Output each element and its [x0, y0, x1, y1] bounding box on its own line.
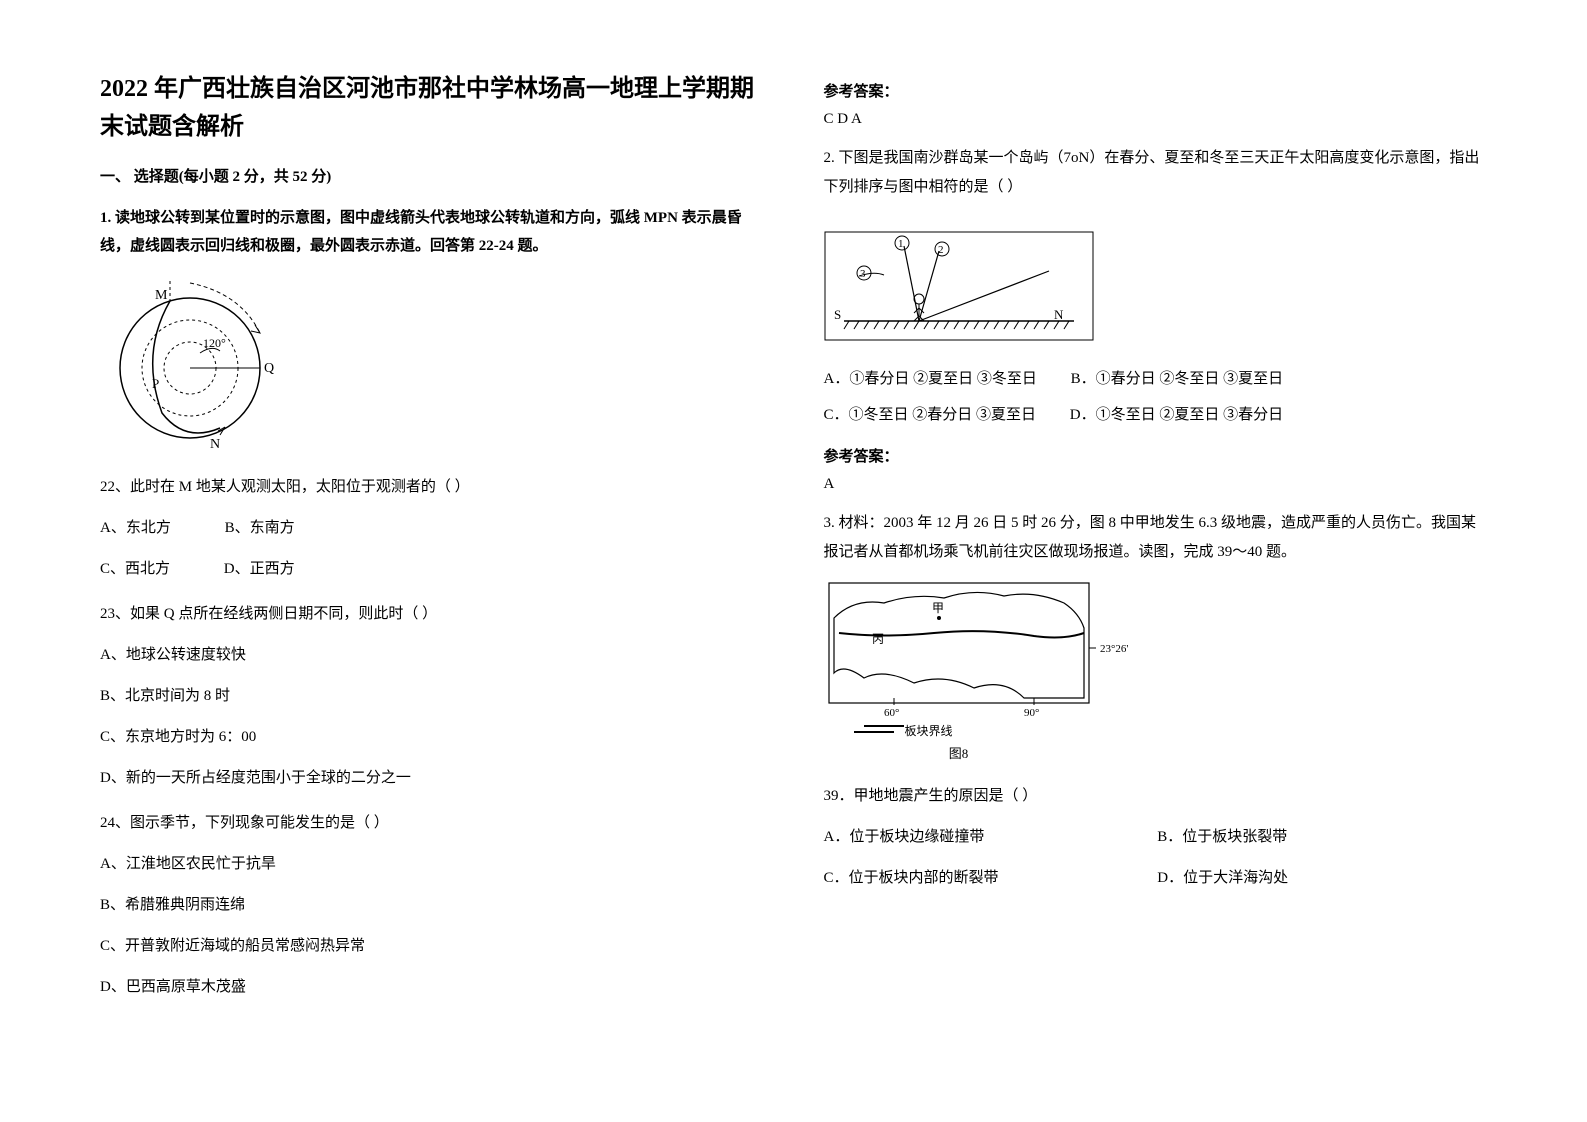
q1-22-opt-d: D、正西方 — [224, 553, 295, 586]
section-1-header: 一、 选择题(每小题 2 分，共 52 分) — [100, 165, 764, 186]
q1-answer: C D A — [824, 111, 1488, 128]
svg-text:2: 2 — [938, 244, 944, 256]
q3-figure: 甲 丙 60° 90° 23°26' 板块界线 板块界线 图8 — [824, 578, 1488, 762]
svg-text:60°: 60° — [884, 707, 899, 719]
q2-answer: A — [824, 476, 1488, 493]
label-N: N — [210, 437, 220, 452]
left-column: 2022 年广西壮族自治区河池市那社中学林场高一地理上学期期末试题含解析 一、 … — [100, 70, 764, 1052]
label-jia: 甲 — [932, 601, 944, 615]
label-bing: 丙 — [872, 632, 884, 646]
q2-stem: 2. 下图是我国南沙群岛某一个岛屿（7oN）在春分、夏至和冬至三天正午太阳高度变… — [824, 144, 1488, 201]
q1-sub24: 24、图示季节，下列现象可能发生的是（ ） — [100, 807, 764, 840]
q1-23-opt-d: D、新的一天所占经度范围小于全球的二分之一 — [100, 762, 764, 795]
q3-39-row2: C．位于板块内部的断裂带 D．位于大洋海沟处 — [824, 862, 1488, 895]
q3-39-row1: A．位于板块边缘碰撞带 B．位于板块张裂带 — [824, 821, 1488, 854]
svg-text:N: N — [1054, 307, 1064, 322]
figure8-caption: 图8 — [824, 743, 1094, 762]
answer-label-2: 参考答案： — [824, 445, 1488, 466]
q1-sub22-opts-row2: C、西北方 D、正西方 — [100, 553, 764, 586]
q2-opt-c: C．①冬至日 ②春分日 ③夏至日 — [824, 397, 1037, 433]
q2-opts-row2: C．①冬至日 ②春分日 ③夏至日 D．①冬至日 ②夏至日 ③春分日 — [824, 397, 1488, 433]
label-Q: Q — [264, 361, 274, 376]
ground-hatch — [844, 321, 1069, 329]
svg-text:23°26': 23°26' — [1100, 643, 1128, 655]
q3-39-opt-c: C．位于板块内部的断裂带 — [824, 862, 1104, 895]
q1-stem: 1. 读地球公转到某位置时的示意图，图中虚线箭头代表地球公转轨道和方向，弧线 M… — [100, 204, 764, 261]
right-column: 参考答案： C D A 2. 下图是我国南沙群岛某一个岛屿（7oN）在春分、夏至… — [824, 70, 1488, 1052]
q2-opt-d: D．①冬至日 ②夏至日 ③春分日 — [1070, 397, 1283, 433]
q1-22-opt-c: C、西北方 — [100, 553, 170, 586]
map-svg: 甲 丙 60° 90° 23°26' 板块界线 — [824, 578, 1144, 728]
q1-24-opt-b: B、希腊雅典阴雨连绵 — [100, 889, 764, 922]
q1-figure: M 120° Q P N — [100, 273, 764, 453]
q1-24-opt-c: C、开普敦附近海域的船员常感闷热异常 — [100, 930, 764, 963]
q3-stem: 3. 材料：2003 年 12 月 26 日 5 时 26 分，图 8 中甲地发… — [824, 509, 1488, 566]
sun-angle-svg: 1 2 3 S N — [824, 231, 1094, 341]
svg-text:90°: 90° — [1024, 707, 1039, 719]
svg-text:S: S — [834, 307, 841, 322]
label-angle: 120° — [203, 336, 226, 350]
q2-opts-row1: A．①春分日 ②夏至日 ③冬至日 B．①春分日 ②冬至日 ③夏至日 — [824, 361, 1488, 397]
q3-39-opt-b: B．位于板块张裂带 — [1157, 821, 1287, 854]
q1-22-opt-b: B、东南方 — [225, 512, 295, 545]
q3-39-opt-a: A．位于板块边缘碰撞带 — [824, 821, 1104, 854]
q1-sub22: 22、此时在 M 地某人观测太阳，太阳位于观测者的（ ） — [100, 471, 764, 504]
q3-sub39: 39．甲地地震产生的原因是（ ） — [824, 780, 1488, 813]
q2-figure: 1 2 3 S N — [824, 231, 1488, 341]
earth-diagram-svg: M 120° Q P N — [100, 273, 280, 453]
exam-title: 2022 年广西壮族自治区河池市那社中学林场高一地理上学期期末试题含解析 — [100, 70, 764, 147]
q1-sub23: 23、如果 Q 点所在经线两侧日期不同，则此时（ ） — [100, 598, 764, 631]
q1-22-opt-a: A、东北方 — [100, 512, 171, 545]
label-P: P — [152, 376, 159, 391]
svg-text:3: 3 — [860, 268, 866, 280]
q1-24-opt-d: D、巴西高原草木茂盛 — [100, 971, 764, 1004]
q3-39-opt-d: D．位于大洋海沟处 — [1157, 862, 1288, 895]
q1-sub22-opts-row1: A、东北方 B、东南方 — [100, 512, 764, 545]
label-M: M — [155, 288, 168, 303]
q2-opt-b: B．①春分日 ②冬至日 ③夏至日 — [1071, 361, 1284, 397]
answer-label-1: 参考答案： — [824, 80, 1488, 101]
q1-23-opt-b: B、北京时间为 8 时 — [100, 680, 764, 713]
svg-text:1: 1 — [898, 238, 904, 250]
q1-23-opt-c: C、东京地方时为 6：00 — [100, 721, 764, 754]
legend-label: 板块界线 — [905, 724, 953, 738]
q1-23-opt-a: A、地球公转速度较快 — [100, 639, 764, 672]
q1-24-opt-a: A、江淮地区农民忙于抗旱 — [100, 848, 764, 881]
q2-opt-a: A．①春分日 ②夏至日 ③冬至日 — [824, 361, 1037, 397]
